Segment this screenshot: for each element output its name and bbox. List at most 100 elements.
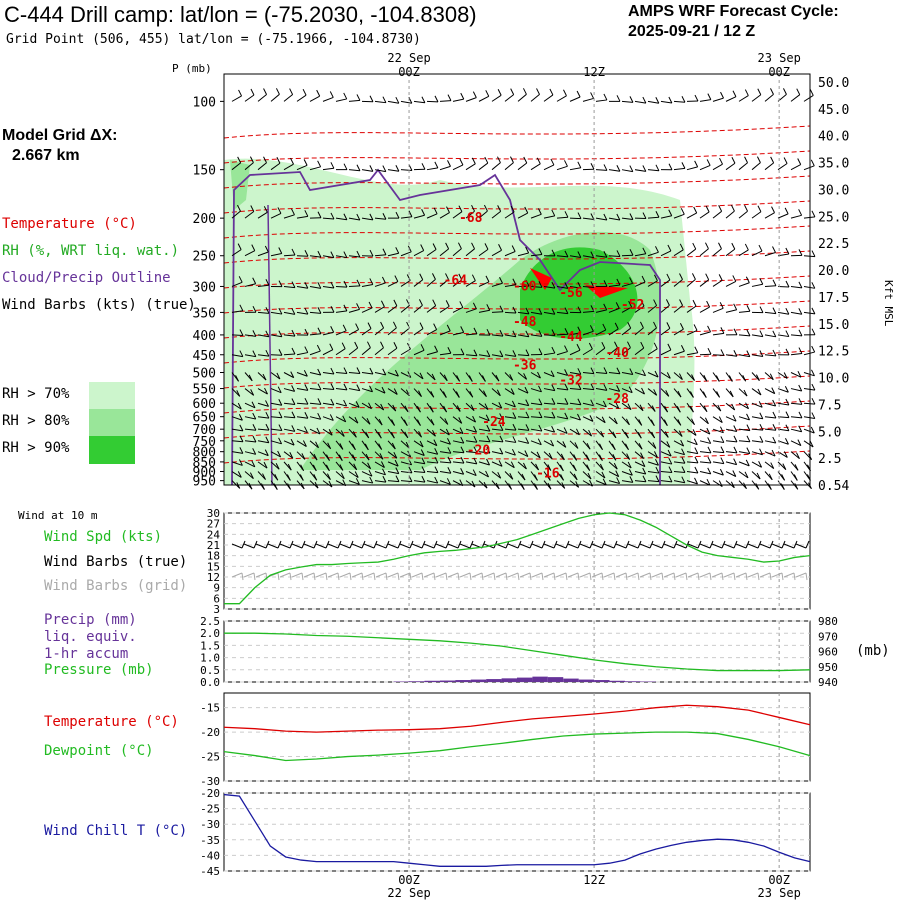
legend-precip-line2: liq. equiv. [44,629,137,645]
pressure-tick-label: 750 [193,435,216,450]
wind-barb-flag [707,456,712,464]
wind-barb [231,402,242,410]
wind-barb-flag [680,439,685,447]
height-tick-label: 35.0 [818,157,849,172]
grid-wind-barb [459,572,471,578]
wind-barb-flag [313,473,318,481]
wind-barb-flag [798,398,803,405]
grid-wind-barb-flag [421,572,424,581]
wind-barb-flag [611,443,616,451]
wind-barb [335,330,347,336]
wind-barb [439,352,451,356]
wind-barb [725,280,737,287]
wind-barb-flag [343,163,348,170]
wind-barb-flag [352,454,356,461]
wind-barb [790,451,800,460]
wind-barb-flag [499,305,504,312]
wind-barb-flag [537,438,542,445]
wind-barb [686,212,697,219]
wind-barb-flag [512,412,517,419]
wind-barb [738,334,751,337]
wind-barb [426,167,438,171]
wind-barb-flag [720,457,725,464]
true-wind-barb-flag [241,540,246,549]
wind-barb-flag [525,399,530,406]
wind-barb-flag [536,88,540,95]
grid-wind-barb [351,572,363,578]
true-wind-barb-flag [709,540,714,549]
wind-barb-flag [768,473,773,481]
wind-barb-flag [511,400,516,408]
height-tick-label: 0.54 [818,479,849,494]
wind-barb-flag [330,162,335,169]
wind-barb-flag [485,90,490,97]
wind-barb [803,402,816,405]
wind-barb [595,99,607,102]
wind-barb-flag [339,464,344,471]
wind-barb [764,388,775,395]
wind-barb-flag [291,411,296,418]
wind-barb-flag [329,91,334,98]
wind-barb [725,480,735,489]
grid-wind-barb [567,572,579,578]
wind-barb-flag [382,165,387,172]
wind-barb [738,402,749,410]
wind-barb-flag [551,249,556,257]
wind-barb [322,416,334,421]
wind-barb [413,100,425,104]
legend-barbs-true: Wind Barbs (true) [44,554,188,570]
wind-barb-flag [612,454,617,461]
wind-barb [322,96,334,102]
wind-barb [751,440,763,443]
wind-barb [751,94,762,102]
wind-barb-flag [366,341,371,348]
wind-barb-flag [629,249,634,256]
wind-barb-flag [368,301,373,309]
wind-barb [686,329,698,336]
wind-barb [322,285,334,289]
wind-barb-flag [781,474,786,481]
wind-barb [530,428,542,432]
wind-barb-flag [416,405,421,413]
true-wind-barb-flag [541,540,546,549]
wind-barb [335,310,347,313]
wind-barb-flag [811,328,816,335]
wind-barb [439,471,451,474]
wind-barb-flag [419,372,424,380]
wind-barb [322,331,334,336]
wind-barb-flag [551,281,556,289]
wind-barb [738,162,748,171]
wind-barb [439,305,450,313]
wind-barb-flag [317,282,322,289]
wind-barb [543,388,555,392]
wind-barb-flag [484,403,489,410]
wind-barb-flag [628,386,633,393]
grid-wind-barb-flag [409,572,412,581]
wind-barb [712,163,723,171]
wind-barb-flag [602,323,607,331]
true-wind-barb-flag [613,540,618,549]
legend-rh70: RH > 70% [2,386,70,402]
wind-barb-flag [471,480,476,488]
wind-barb [582,310,594,313]
wind-barb [322,167,334,171]
wind-barb [725,162,736,171]
wind-barb-flag [420,449,425,456]
grid-wind-barb-flag [385,572,388,581]
wind-barb-flag [577,398,582,405]
wind-barb-flag [716,391,721,398]
wind-barb [413,214,425,219]
wind-barb-flag [445,242,450,250]
true-wind-barb-flag [373,540,378,549]
wind-barb-flag [769,373,774,380]
wind-panel-tick-label: 18 [207,550,220,563]
wind-barb-flag [393,299,398,307]
wind-barb [621,306,632,313]
true-wind-barb-flag [421,540,426,549]
wind-barb [478,428,490,432]
true-wind-barb [699,543,711,549]
wind-barb-flag [590,399,595,406]
wind-barb-flag [510,461,515,468]
wind-barb-flag [744,204,748,212]
wind-barb-flag [616,367,621,374]
